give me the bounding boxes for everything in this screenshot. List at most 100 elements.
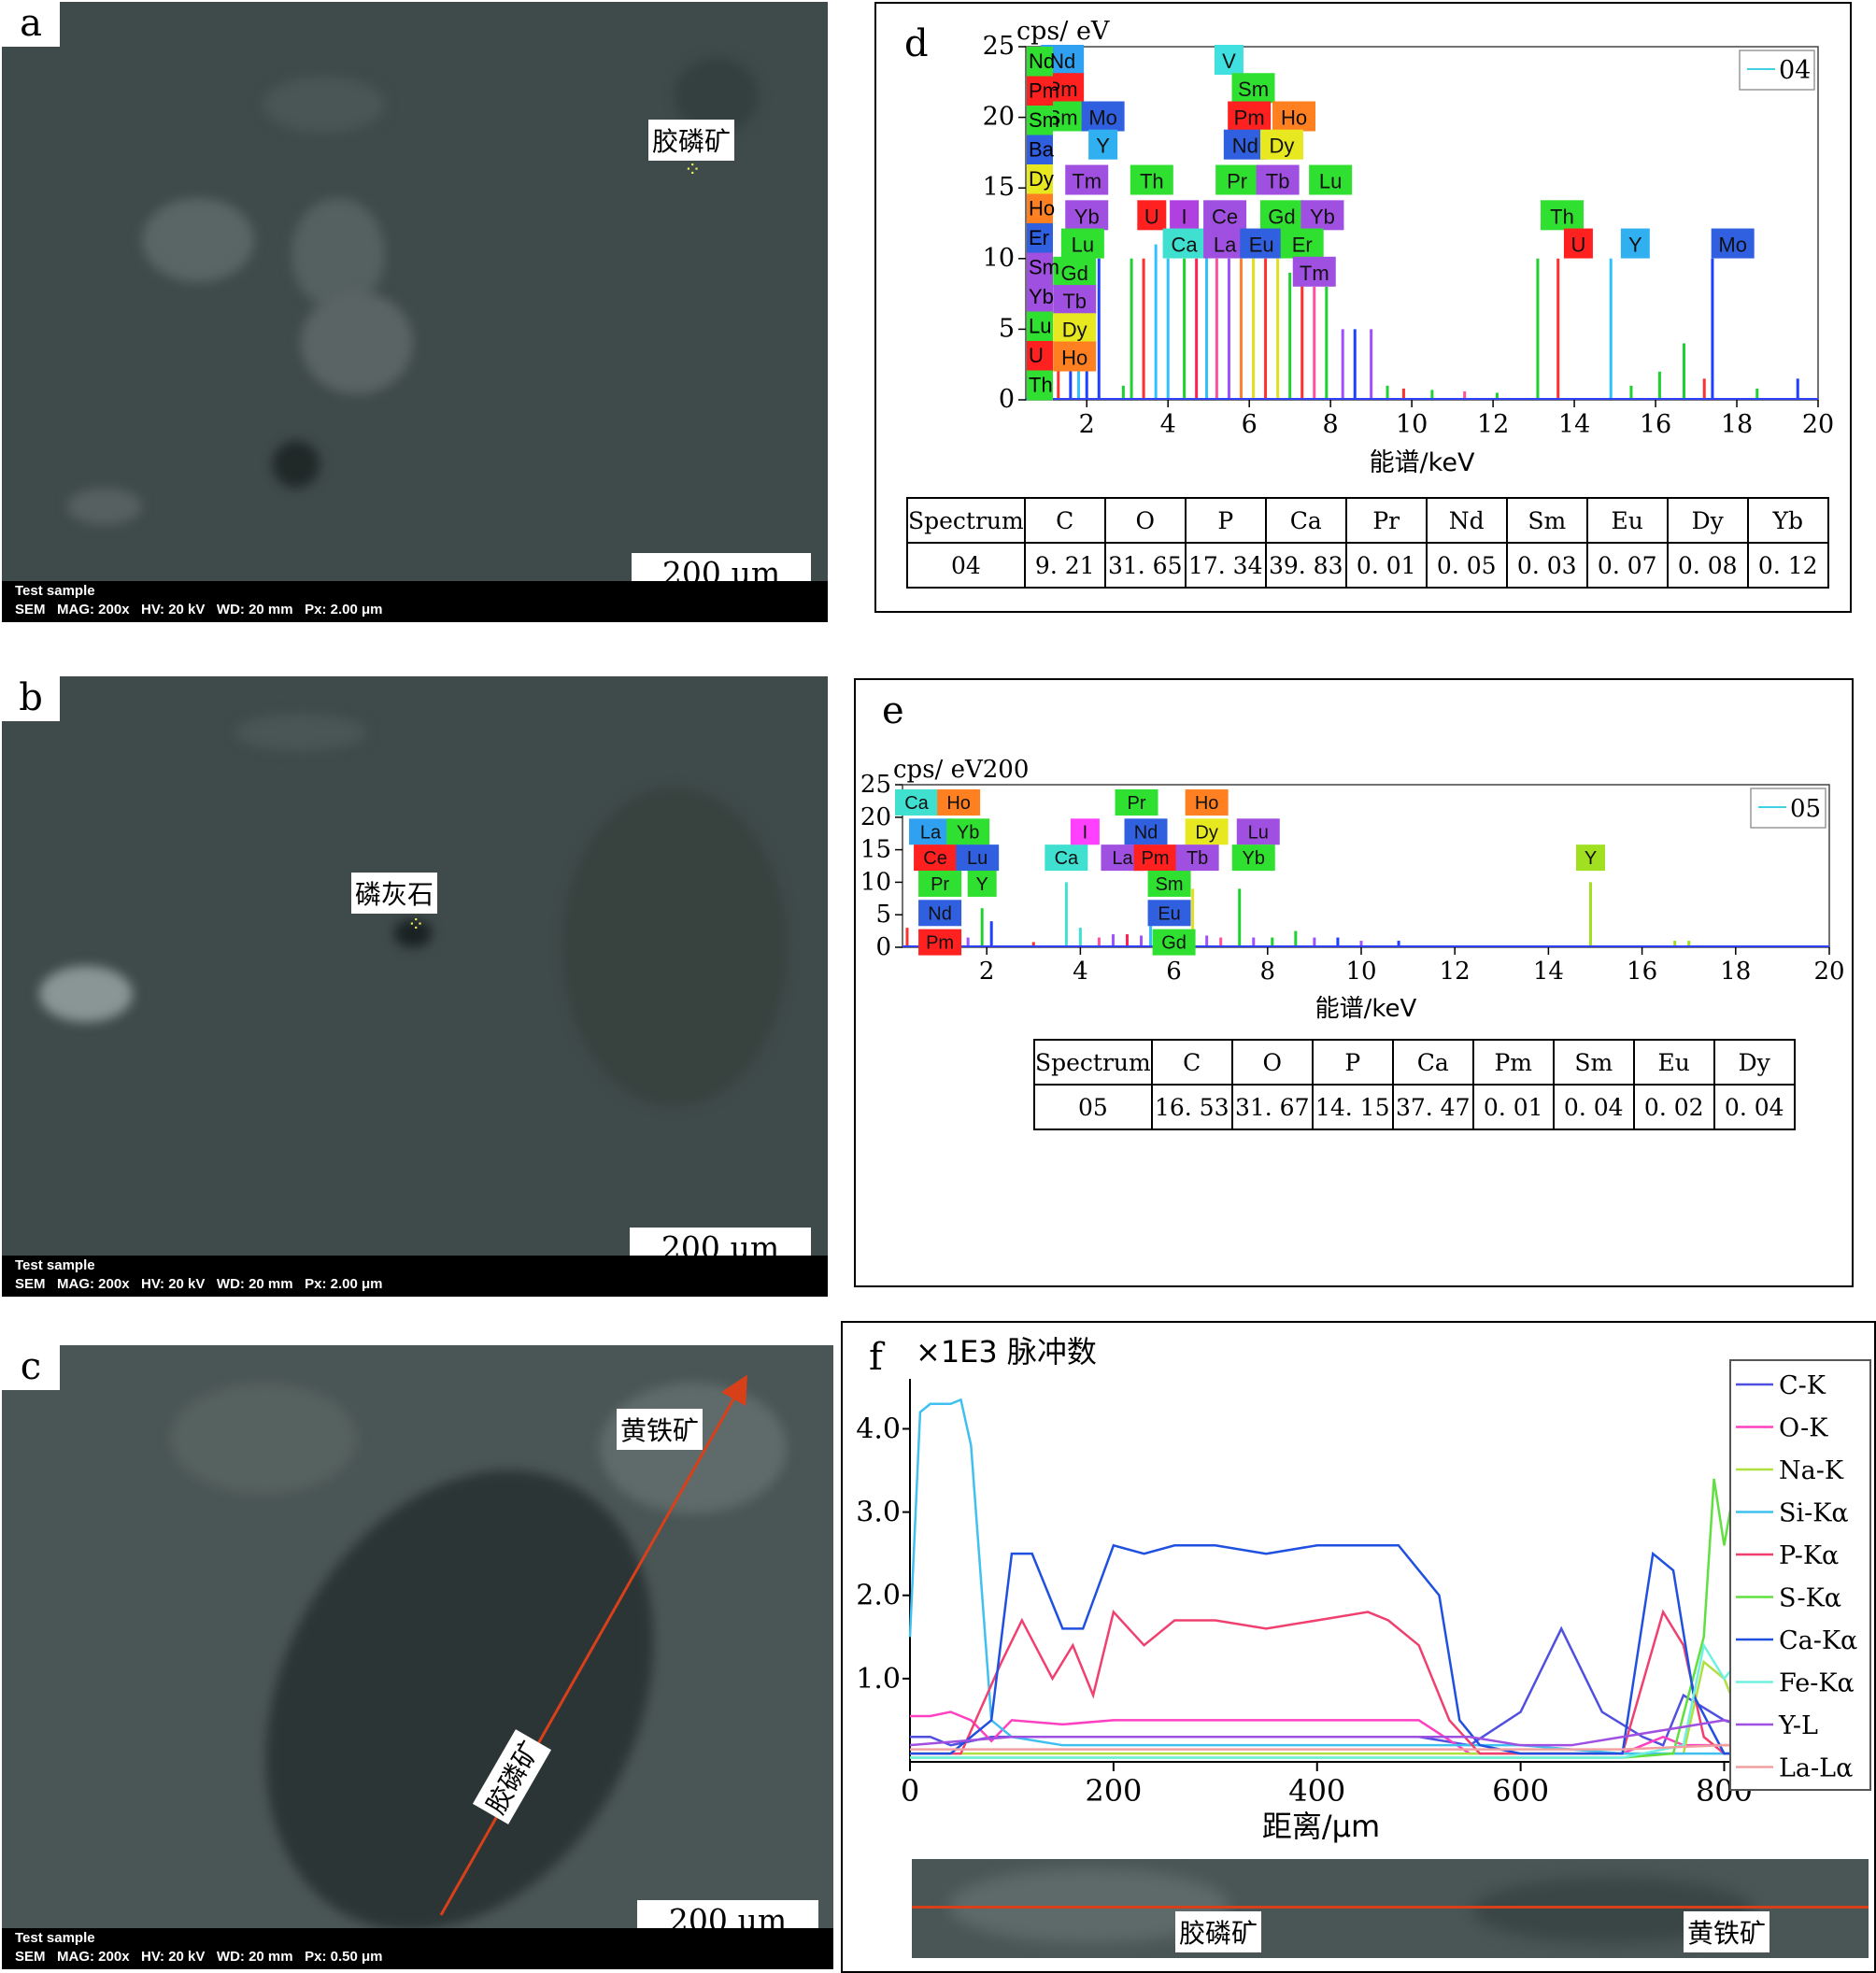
element-tag: Eu	[1158, 903, 1180, 924]
y-tick-label: 0	[999, 385, 1015, 414]
element-tag: Pr	[1227, 170, 1247, 193]
legend-label: 05	[1790, 795, 1821, 823]
element-tag-bg	[1027, 311, 1053, 342]
line-scan-arrow	[439, 1374, 747, 1916]
series-line	[910, 1710, 1867, 1755]
element-tag-bg	[1027, 223, 1053, 253]
element-tag: La	[1214, 234, 1237, 257]
y-axis-label: cps/ eV	[1016, 17, 1110, 46]
table-cell: 9. 21	[1023, 542, 1106, 589]
element-tag-bg	[1053, 313, 1097, 344]
legend-label: Na-K	[1779, 1456, 1844, 1485]
x-tick-label: 0	[901, 1773, 919, 1809]
x-tick-label: 18	[1720, 958, 1751, 986]
y-axis-label: ×1E3 脉冲数	[916, 1334, 1097, 1370]
element-tag: Tb	[1187, 848, 1208, 869]
table-cell: 37. 47	[1391, 1084, 1474, 1130]
table-header-cell: Pm	[1471, 1039, 1555, 1086]
table-cell: 0. 07	[1585, 542, 1669, 589]
x-tick-label: 14	[1558, 410, 1590, 439]
element-tag: I	[1182, 205, 1187, 228]
linescan-image-strip: 胶磷矿 黄铁矿	[912, 1859, 1869, 1958]
y-tick-label: 15	[860, 836, 891, 864]
composition-table-d: Spectrum C O P Ca Pr Nd Sm Eu Dy Yb 04 9. 21 31. 65 17…	[906, 497, 1829, 589]
element-tag-bg	[1152, 929, 1196, 956]
table-cell: 39. 83	[1264, 542, 1347, 589]
element-tag: Sm	[1029, 108, 1059, 132]
element-tag: U	[1029, 344, 1044, 367]
element-tag-bg	[895, 788, 939, 816]
x-tick-label: 6	[1242, 410, 1258, 439]
element-tag: Lu	[1029, 315, 1051, 338]
y-tick-label: 5	[999, 314, 1015, 343]
x-tick-label: 16	[1640, 410, 1671, 439]
x-tick-label: 20	[1802, 410, 1834, 439]
element-tag: Ho	[1195, 793, 1219, 814]
element-tag: Y	[1096, 135, 1110, 158]
table-header-cell: Spectrum	[1033, 1039, 1153, 1086]
element-tag-bg	[1027, 370, 1053, 401]
element-tag: Sm	[1029, 256, 1059, 279]
element-tag-bg	[1231, 73, 1275, 104]
element-tag: Sm	[1238, 78, 1269, 101]
element-tag-bg	[1215, 164, 1259, 195]
y-tick-label: 25	[983, 32, 1015, 61]
legend-label: Fe-Kα	[1779, 1669, 1855, 1698]
element-tag: Y	[1585, 848, 1597, 869]
element-tag: Yb	[1029, 285, 1054, 308]
panel-letter-a: a	[2, 2, 60, 47]
element-tag-bg	[1240, 228, 1284, 259]
panel-letter-d: d	[904, 22, 929, 65]
y-tick-label: 0	[875, 933, 891, 961]
table-cell: 0. 12	[1746, 542, 1829, 589]
x-tick-label: 8	[1323, 410, 1339, 439]
element-tag-bg	[1162, 228, 1206, 259]
element-tag: Tm	[1072, 170, 1101, 193]
element-tag-bg	[1711, 228, 1755, 259]
element-tag-bg	[1053, 285, 1097, 316]
strip-label-pyrite: 黄铁矿	[1684, 1911, 1770, 1952]
x-tick-label: 400	[1288, 1773, 1345, 1809]
y-tick-label: 5	[875, 901, 891, 929]
sem-info-bar: Test sample SEM MAG: 200x HV: 20 kV WD: …	[2, 1928, 833, 1969]
table-cell: 0. 01	[1471, 1084, 1555, 1130]
table-header-cell: Ca	[1264, 497, 1347, 544]
mineral-label: 胶磷矿	[648, 120, 735, 161]
element-tag-bg	[1620, 228, 1650, 259]
element-tag-bg	[1272, 101, 1316, 132]
element-tag-bg	[1170, 200, 1200, 231]
legend-label: 04	[1779, 56, 1811, 85]
element-tag: Pm	[1029, 79, 1059, 103]
x-axis-label: 距离/μm	[1262, 1809, 1380, 1844]
element-tag: Mo	[1088, 106, 1117, 129]
element-tag: Y	[975, 874, 988, 895]
element-tag: Ce	[923, 848, 947, 869]
element-tag-bg	[1027, 341, 1053, 371]
element-tag: Th	[1029, 374, 1053, 397]
element-tag: Gd	[1061, 262, 1088, 285]
element-tag: Pm	[1234, 106, 1265, 129]
element-tag-bg	[1214, 45, 1244, 75]
table-cell: 0. 02	[1632, 1084, 1715, 1130]
element-tag: Lu	[1248, 822, 1269, 843]
element-tag: Ca	[1172, 234, 1199, 257]
y-tick-label: 2.0	[856, 1580, 901, 1612]
element-tag-bg	[1147, 900, 1191, 927]
legend-label: Y-L	[1778, 1711, 1818, 1740]
element-tag-bg	[1203, 200, 1247, 231]
panel-letter-c: c	[2, 1345, 60, 1390]
element-tag: Nd	[928, 903, 952, 924]
table-header-cell: C	[1150, 1039, 1233, 1086]
element-tag: Nd	[1232, 135, 1258, 158]
series-line	[910, 1635, 1868, 1759]
table-cell: 05	[1033, 1084, 1153, 1130]
x-tick-label: 6	[1166, 958, 1182, 986]
sample-name: Test sample	[15, 1930, 95, 1946]
element-tag: Mo	[1718, 234, 1747, 257]
y-tick-label: 20	[860, 803, 891, 831]
element-tag: Nd	[1134, 822, 1158, 843]
element-tag: Yb	[1243, 848, 1265, 869]
table-cell: 0. 04	[1552, 1084, 1635, 1130]
element-tag-bg	[1027, 252, 1053, 283]
legend-box	[1739, 50, 1815, 91]
